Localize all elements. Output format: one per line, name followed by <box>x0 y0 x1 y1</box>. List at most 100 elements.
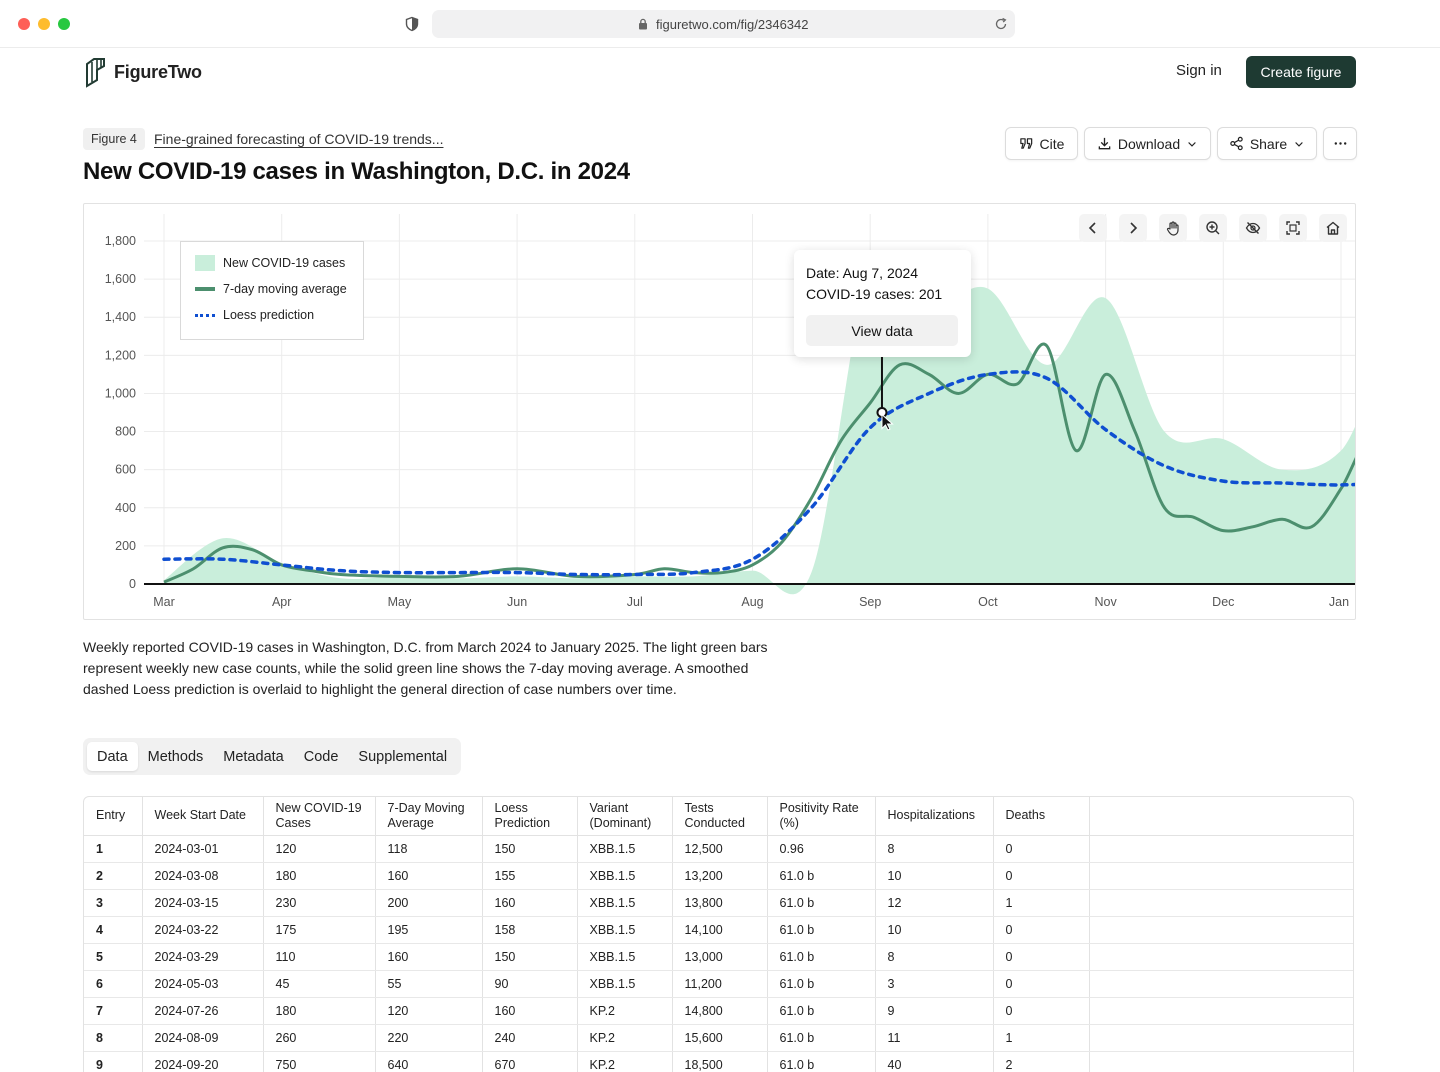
next-button[interactable] <box>1119 214 1147 242</box>
table-cell: 230 <box>263 889 376 917</box>
table-cell: 260 <box>263 1024 376 1052</box>
table-cell: 3 <box>875 970 994 998</box>
entry-cell: 1 <box>84 835 143 863</box>
share-icon <box>1230 136 1243 151</box>
x-tick-label: Nov <box>1094 595 1117 609</box>
table-cell: 180 <box>263 997 376 1025</box>
table-cell: 61.0 b <box>767 916 876 944</box>
more-options-button[interactable] <box>1323 127 1357 160</box>
view-data-button[interactable]: View data <box>806 315 958 346</box>
table-cell: 61.0 b <box>767 997 876 1025</box>
table-cell: 200 <box>375 889 483 917</box>
table-cell: XBB.1.5 <box>577 889 673 917</box>
table-cell: 0.96 <box>767 835 876 863</box>
column-header[interactable]: Positivity Rate (%) <box>767 797 876 836</box>
download-button[interactable]: Download <box>1084 127 1211 160</box>
address-bar[interactable]: figuretwo.com/fig/2346342 <box>432 10 1015 38</box>
chart-toolbar <box>1079 214 1347 242</box>
column-header[interactable]: Loess Prediction <box>482 797 578 836</box>
reset-view-button[interactable] <box>1319 214 1347 242</box>
content-tabs: Data Methods Metadata Code Supplemental <box>83 738 462 775</box>
table-cell: 2024-03-29 <box>142 943 264 971</box>
chevron-down-icon <box>1295 141 1303 147</box>
maximize-window-button[interactable] <box>58 18 70 30</box>
column-header[interactable]: Entry <box>84 797 143 836</box>
column-header[interactable]: Hospitalizations <box>875 797 994 836</box>
toggle-visibility-button[interactable] <box>1239 214 1267 242</box>
zoom-in-button[interactable] <box>1199 214 1227 242</box>
more-horizontal-icon <box>1334 142 1346 145</box>
quote-icon <box>1019 138 1032 149</box>
table-cell: 150 <box>482 943 578 971</box>
column-header[interactable]: New COVID-19 Cases <box>263 797 376 836</box>
table-cell <box>1089 889 1353 917</box>
legend-swatch-moving-average <box>195 287 215 291</box>
column-header[interactable] <box>1089 797 1353 836</box>
tab-code[interactable]: Code <box>303 748 339 765</box>
create-figure-button[interactable]: Create figure <box>1246 56 1356 88</box>
table-cell: 55 <box>375 970 483 998</box>
previous-button[interactable] <box>1079 214 1107 242</box>
table-cell: 18,500 <box>672 1051 768 1072</box>
chart-canvas[interactable]: 0 200 400 600 800 1,000 1,200 1,400 1,600 1,800 Ma… <box>84 204 1356 620</box>
table-cell: 9 <box>875 997 994 1025</box>
table-cell: XBB.1.5 <box>577 835 673 863</box>
column-header[interactable]: Tests Conducted <box>672 797 768 836</box>
column-header[interactable]: Deaths <box>993 797 1090 836</box>
column-header[interactable]: 7-Day Moving Average <box>375 797 483 836</box>
reload-icon[interactable] <box>993 16 1009 32</box>
table-cell: 2024-03-22 <box>142 916 264 944</box>
table-cell: KP.2 <box>577 1024 673 1052</box>
table-cell: 90 <box>482 970 578 998</box>
table-cell: 11 <box>875 1024 994 1052</box>
table-cell: 175 <box>263 916 376 944</box>
share-button[interactable]: Share <box>1217 127 1317 160</box>
table-row[interactable]: 9 2024-09-20 750 640 670 KP.2 18,500 61.0 b 40 2 <box>84 1051 1353 1072</box>
column-header[interactable]: Week Start Date <box>142 797 264 836</box>
table-cell: 2024-07-26 <box>142 997 264 1025</box>
paper-link[interactable]: Fine-grained forecasting of COVID-19 tre… <box>154 131 444 147</box>
entry-cell: 8 <box>84 1024 143 1052</box>
cite-button[interactable]: Cite <box>1005 127 1078 160</box>
sign-in-button[interactable]: Sign in <box>1176 62 1222 79</box>
table-cell: 2 <box>993 1051 1090 1072</box>
data-table: Entry Week Start Date New COVID-19 Cases 7-… <box>84 797 1353 1072</box>
pan-tool-button[interactable] <box>1159 214 1187 242</box>
table-row[interactable]: 1 2024-03-01 120 118 150 XBB.1.5 12,500 0.96 8 0 <box>84 835 1353 863</box>
download-icon <box>1098 137 1111 150</box>
y-tick-label: 200 <box>115 539 136 553</box>
tab-methods[interactable]: Methods <box>147 748 204 765</box>
table-cell <box>1089 943 1353 971</box>
tab-supplemental[interactable]: Supplemental <box>358 748 448 765</box>
table-cell: 61.0 b <box>767 862 876 890</box>
table-cell: 40 <box>875 1051 994 1072</box>
table-cell: 1 <box>993 1024 1090 1052</box>
fit-view-button[interactable] <box>1279 214 1307 242</box>
tab-metadata[interactable]: Metadata <box>223 748 284 765</box>
table-cell: 670 <box>482 1051 578 1072</box>
close-window-button[interactable] <box>18 18 30 30</box>
table-cell: 195 <box>375 916 483 944</box>
table-cell: 2024-03-08 <box>142 862 264 890</box>
table-cell: 160 <box>375 943 483 971</box>
table-cell <box>1089 916 1353 944</box>
column-header[interactable]: Variant (Dominant) <box>577 797 673 836</box>
table-body: 1 2024-03-01 120 118 150 XBB.1.5 12,500 0.96 8 0 2… <box>84 835 1353 1072</box>
y-tick-label: 1,400 <box>105 310 136 324</box>
table-row[interactable]: 8 2024-08-09 260 220 240 KP.2 15,600 61.0 b 11 1 <box>84 1024 1353 1052</box>
table-cell <box>1089 835 1353 863</box>
chart-container[interactable]: 0 200 400 600 800 1,000 1,200 1,400 1,600 1,800 Ma… <box>83 203 1356 620</box>
table-cell: 640 <box>375 1051 483 1072</box>
site-logo[interactable]: FigureTwo <box>84 56 202 88</box>
minimize-window-button[interactable] <box>38 18 50 30</box>
data-table-container: Entry Week Start Date New COVID-19 Cases 7-… <box>83 796 1354 1072</box>
tab-data[interactable]: Data <box>87 742 138 771</box>
privacy-shield-icon[interactable] <box>404 16 420 32</box>
table-cell: 13,800 <box>672 889 768 917</box>
